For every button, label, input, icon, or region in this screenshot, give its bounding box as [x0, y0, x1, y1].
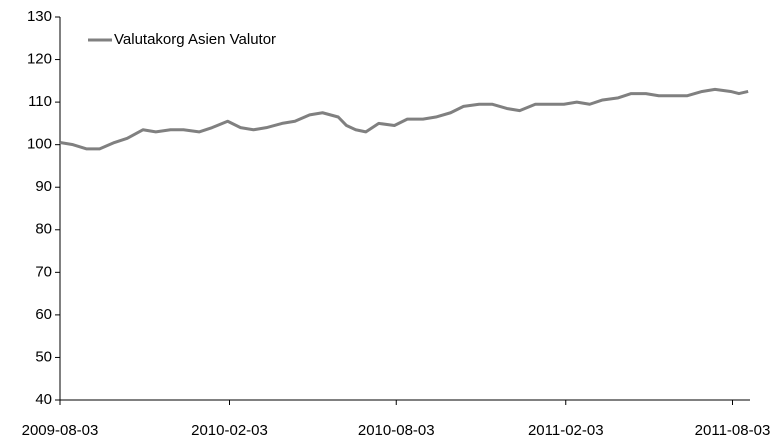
- x-tick-label: 2010-02-03: [191, 422, 268, 439]
- y-tick-label: 40: [35, 391, 52, 408]
- y-tick-label: 120: [27, 51, 52, 68]
- y-tick-label: 100: [27, 136, 52, 153]
- y-tick-label: 130: [27, 8, 52, 25]
- legend-label: Valutakorg Asien Valutor: [114, 31, 276, 48]
- data-line: [59, 87, 749, 151]
- y-tick-label: 70: [35, 263, 52, 280]
- y-tick-label: 80: [35, 221, 52, 238]
- y-tick-label: 90: [35, 178, 52, 195]
- y-tick-label: 50: [35, 348, 52, 365]
- x-tick-label: 2011-02-03: [528, 422, 604, 439]
- y-tick-label: 60: [35, 306, 52, 323]
- x-tick-label: 2011-08-03: [695, 422, 771, 439]
- x-tick-label: 2009-08-03: [22, 422, 99, 439]
- x-tick-label: 2010-08-03: [358, 422, 435, 439]
- y-tick-label: 110: [28, 93, 52, 110]
